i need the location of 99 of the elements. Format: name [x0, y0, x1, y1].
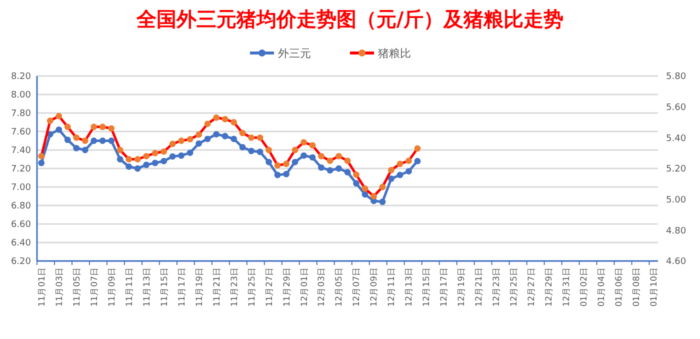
y2-tick-label: 5.20 [666, 164, 686, 175]
point [318, 164, 324, 171]
point [266, 158, 272, 166]
x-tick-label: 11月17日 [177, 267, 188, 307]
point [353, 180, 360, 186]
point [204, 136, 211, 142]
point [283, 170, 290, 178]
point [239, 144, 246, 150]
y2-tick-label: 5.00 [666, 195, 686, 206]
point [344, 169, 351, 176]
point [213, 131, 220, 138]
y-tick-label: 6.80 [10, 202, 32, 212]
x-tick-label: 11月07日 [90, 267, 100, 307]
x-tick-label: 11月27日 [264, 267, 275, 307]
point [160, 158, 168, 164]
y-tick-label: 7.60 [10, 128, 32, 138]
point [99, 138, 106, 144]
point [56, 126, 62, 133]
x-tick-label: 12月15日 [422, 267, 432, 307]
x-tick-label: 12月17日 [440, 267, 450, 307]
point [326, 167, 334, 174]
x-tick-label: 11月15日 [160, 267, 170, 307]
point [126, 163, 132, 170]
point [90, 138, 98, 144]
point [300, 152, 307, 159]
x-tick-label: 12月01日 [300, 267, 310, 307]
x-tick-label: 12月09日 [370, 267, 380, 307]
point [362, 191, 368, 198]
point [222, 132, 228, 140]
x-tick-label: 11月19日 [194, 267, 205, 307]
x-tick-label: 01月02日 [580, 267, 590, 307]
y2-tick-label: 5.60 [666, 102, 686, 113]
x-tick-label: 11月13日 [142, 267, 152, 307]
y-tick-label: 6.20 [10, 257, 32, 268]
chart-title: 全国外三元猪均价走势图（元/斤）及猪粮比走势 [135, 7, 564, 31]
point [256, 148, 264, 156]
point [388, 175, 394, 182]
x-tick-label: 12月19日 [457, 267, 468, 307]
point [230, 136, 237, 142]
y-tick-label: 8.00 [10, 90, 32, 101]
x-tick-label: 01月08日 [632, 267, 642, 307]
x-tick-label: 12月05日 [334, 267, 345, 307]
x-tick-label: 11月25日 [247, 267, 258, 307]
x-tick-label: 12月11日 [387, 267, 398, 307]
y-tick-label: 8.20 [10, 72, 32, 82]
y-tick-label: 6.40 [10, 238, 32, 249]
point [178, 152, 185, 159]
y-tick-label: 7.00 [10, 183, 32, 194]
x-tick-label: 11月03日 [54, 267, 65, 307]
point [414, 158, 421, 164]
point [73, 144, 80, 152]
point [116, 156, 124, 162]
x-tick-label: 12月29日 [544, 267, 555, 307]
x-tick-label: 12月23日 [492, 267, 502, 307]
x-tick-label: 12月27日 [527, 267, 538, 307]
point [108, 138, 115, 144]
y-tick-label: 7.80 [10, 109, 32, 120]
x-tick-label: 12月21日 [474, 267, 485, 307]
point [169, 153, 176, 160]
x-tick-label: 01月04日 [597, 267, 608, 307]
y2-tick-label: 4.80 [666, 226, 686, 236]
x-tick-label: 12月07日 [352, 267, 362, 307]
point [64, 136, 71, 144]
point [143, 162, 150, 168]
y2-tick-label: 5.80 [666, 72, 686, 82]
point [309, 154, 316, 161]
point [396, 172, 404, 178]
x-tick-label: 11月29日 [282, 267, 292, 307]
x-tick-label: 11月01日 [37, 267, 48, 307]
point [274, 172, 281, 178]
x-tick-label: 11月11日 [124, 267, 135, 307]
legend-label: 猪粮比 [378, 46, 411, 60]
point [186, 150, 194, 156]
y2-tick-label: 5.40 [666, 134, 686, 144]
x-tick-label: 11月05日 [72, 267, 82, 307]
x-tick-label: 12月03日 [317, 267, 328, 307]
point [196, 140, 202, 147]
point [152, 160, 158, 166]
x-tick-label: 01月06日 [614, 267, 625, 307]
point [134, 165, 141, 172]
x-tick-label: 12月13日 [404, 267, 415, 307]
x-tick-label: 12月31日 [562, 267, 572, 307]
y-tick-label: 6.60 [10, 220, 32, 230]
x-tick-label: 01月10日 [650, 267, 660, 307]
x-tick-label: 11月23日 [230, 267, 240, 307]
point [379, 198, 386, 205]
point [82, 146, 88, 154]
y-tick-label: 7.20 [10, 164, 32, 175]
x-tick-label: 12月25日 [510, 267, 520, 307]
y-tick-label: 7.40 [10, 146, 32, 156]
point [406, 168, 412, 174]
point [292, 158, 298, 166]
y2-tick-label: 4.60 [666, 257, 686, 268]
point [38, 160, 45, 166]
legend-label: 外三元 [278, 46, 311, 60]
x-tick-label: 11月09日 [107, 267, 118, 307]
point [336, 165, 342, 172]
point [248, 148, 254, 154]
x-tick-label: 11月21日 [212, 267, 222, 307]
